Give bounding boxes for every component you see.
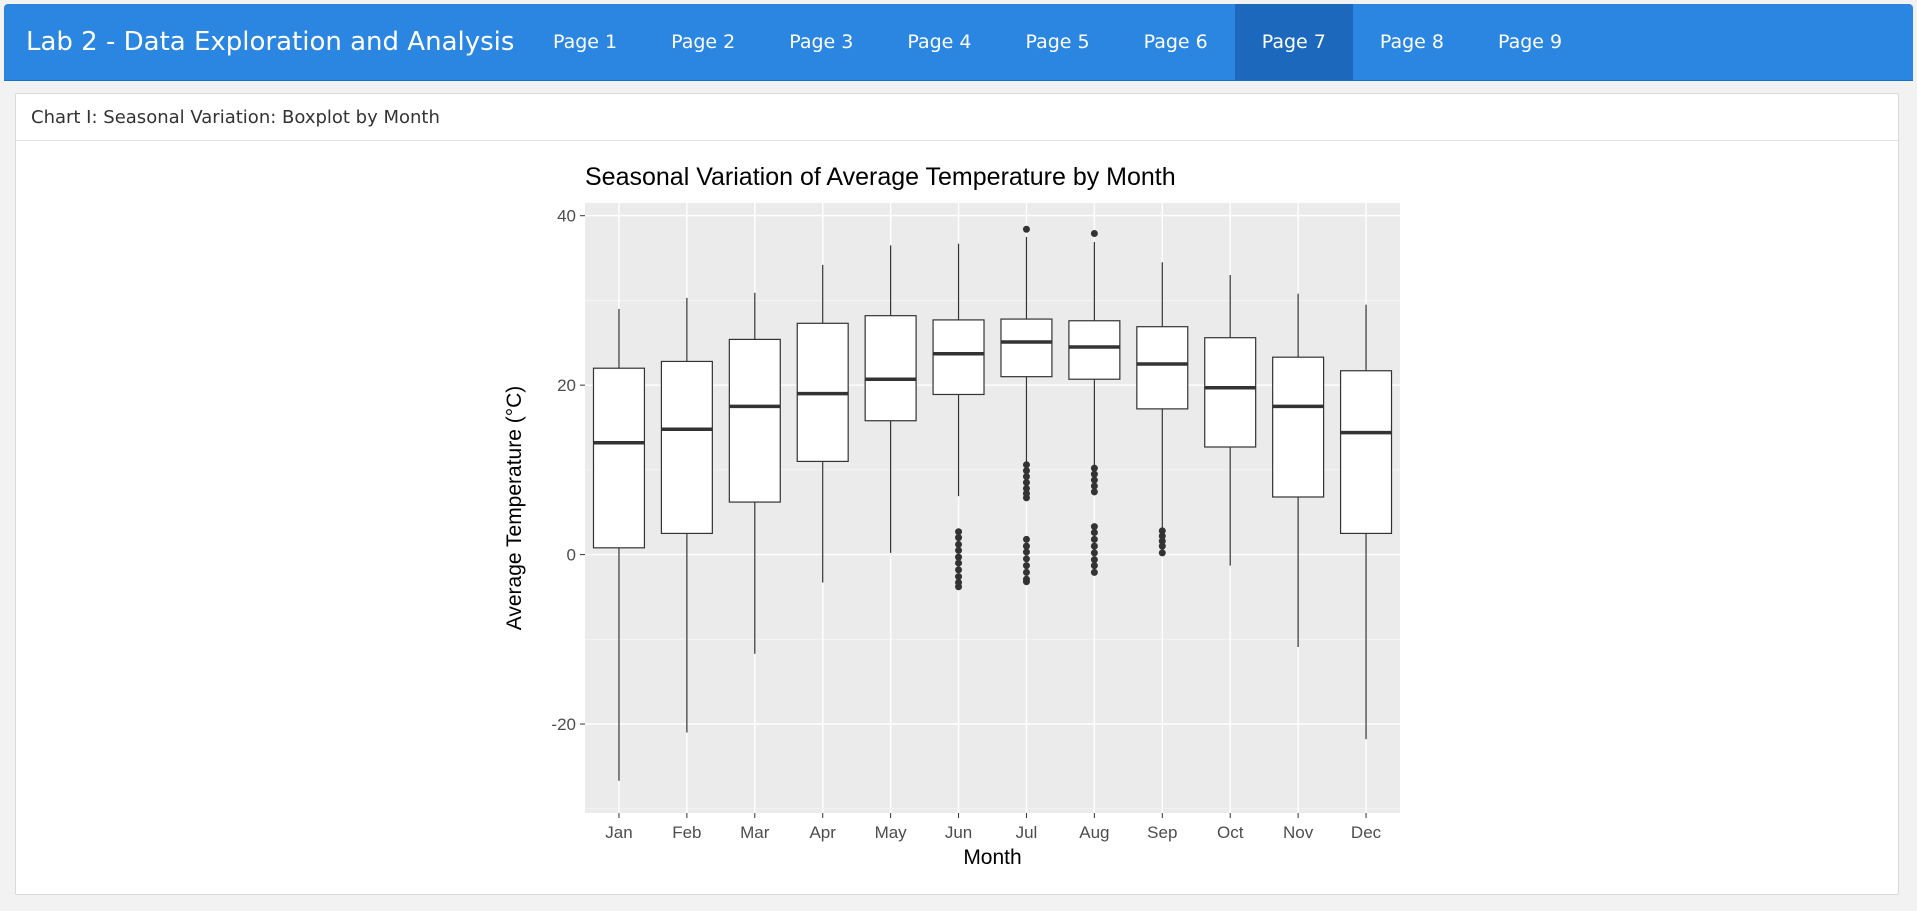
outlier-point	[955, 546, 963, 554]
nav-tab-page-5[interactable]: Page 5	[1025, 31, 1090, 53]
outlier-point	[1022, 479, 1030, 487]
outlier-point	[1090, 476, 1098, 484]
outlier-point	[955, 573, 963, 581]
box-dec	[1339, 370, 1393, 535]
x-tick-label: Mar	[740, 823, 770, 842]
outlier-point	[1090, 542, 1098, 550]
outlier-point	[1022, 562, 1030, 570]
app-title[interactable]: Lab 2 - Data Exploration and Analysis	[26, 27, 515, 57]
x-tick-label: Jul	[1016, 823, 1038, 842]
outlier-point	[1022, 548, 1030, 556]
x-tick-label: Oct	[1217, 823, 1244, 842]
x-tick-label: Dec	[1351, 823, 1382, 842]
outlier-point	[1090, 568, 1098, 576]
outlier-point	[1090, 482, 1098, 490]
outlier-point	[955, 559, 963, 567]
x-tick-label: Sep	[1147, 823, 1177, 842]
outlier-point	[1022, 467, 1030, 475]
plot-panel	[585, 203, 1400, 813]
outlier-point	[1022, 578, 1030, 586]
outlier-point	[955, 566, 963, 574]
box-mar	[728, 338, 781, 503]
outlier-point	[1022, 535, 1030, 543]
outlier-point	[955, 553, 963, 561]
nav-tab-page-7[interactable]: Page 7	[1234, 4, 1353, 80]
outlier-point	[1022, 494, 1030, 502]
nav-tab-page-9[interactable]: Page 9	[1498, 31, 1563, 53]
card-title: Chart I: Seasonal Variation: Boxplot by …	[16, 94, 1898, 141]
outlier-point	[1158, 549, 1166, 557]
outlier-point	[955, 583, 963, 591]
box-jun	[932, 319, 985, 396]
x-tick-label: Apr	[809, 823, 836, 842]
x-tick-label: Nov	[1283, 823, 1314, 842]
x-tick-label: May	[875, 823, 908, 842]
outlier-point	[1090, 529, 1098, 537]
outlier-point	[1022, 461, 1030, 469]
outlier-point	[1090, 464, 1098, 472]
outlier-point	[1090, 488, 1098, 496]
outlier-point	[955, 540, 963, 548]
y-axis-label: Average Temperature (°C)	[503, 386, 526, 631]
box-aug	[1068, 320, 1121, 380]
outlier-point	[1022, 225, 1030, 233]
outlier-point	[1158, 537, 1166, 545]
x-axis-label: Month	[963, 846, 1021, 869]
outlier-point	[1090, 549, 1098, 557]
nav-tab-page-4[interactable]: Page 4	[907, 31, 972, 53]
box-sep	[1136, 326, 1189, 410]
outlier-point	[1022, 555, 1030, 563]
box-may	[864, 315, 917, 422]
outlier-point	[1022, 485, 1030, 493]
chart-card: Chart I: Seasonal Variation: Boxplot by …	[15, 93, 1899, 895]
outlier-point	[1090, 556, 1098, 564]
box-jul	[1000, 318, 1053, 378]
outlier-point	[1022, 568, 1030, 576]
outlier-point	[1158, 532, 1166, 540]
outlier-point	[1090, 535, 1098, 543]
box-feb	[660, 360, 713, 535]
x-tick-label: Jan	[605, 823, 632, 842]
outlier-point	[1158, 527, 1166, 535]
y-tick-label: -20	[551, 715, 576, 734]
outlier-point	[1022, 473, 1030, 481]
y-tick-label: 40	[557, 207, 576, 226]
outlier-point	[1090, 523, 1098, 531]
outlier-point	[1090, 562, 1098, 570]
nav-tab-page-6[interactable]: Page 6	[1143, 31, 1208, 53]
outlier-point	[1090, 230, 1098, 237]
x-tick-label: Feb	[672, 823, 701, 842]
boxplot-chart: -20 0 20 40 Jan Feb Mar Apr May Jun Jul Aug Sep Oct No…	[503, 163, 1400, 869]
outlier-point	[1158, 542, 1166, 550]
outlier-point	[955, 534, 963, 542]
nav-tab-page-8[interactable]: Page 8	[1379, 31, 1444, 53]
nav-tabs: Page 1 Page 2 Page 3 Page 4 Page 5 Page 6 Page…	[526, 4, 1589, 80]
outlier-point	[955, 528, 963, 536]
box-nov	[1272, 356, 1325, 498]
x-tick-label: Aug	[1079, 823, 1109, 842]
y-tick-label: 20	[557, 376, 576, 395]
outlier-point	[1022, 542, 1030, 550]
x-tick-label: Jun	[945, 823, 972, 842]
y-tick-label: 0	[567, 546, 576, 565]
nav-tab-page-3[interactable]: Page 3	[789, 31, 854, 53]
chart-title: Seasonal Variation of Average Temperatur…	[585, 163, 1176, 191]
nav-tab-page-1[interactable]: Page 1	[553, 31, 618, 53]
outlier-point	[1090, 470, 1098, 478]
nav-tab-page-2[interactable]: Page 2	[671, 31, 736, 53]
top-navbar: Lab 2 - Data Exploration and Analysis Pa…	[4, 4, 1913, 81]
box-oct	[1204, 337, 1257, 448]
box-jan	[592, 367, 646, 549]
